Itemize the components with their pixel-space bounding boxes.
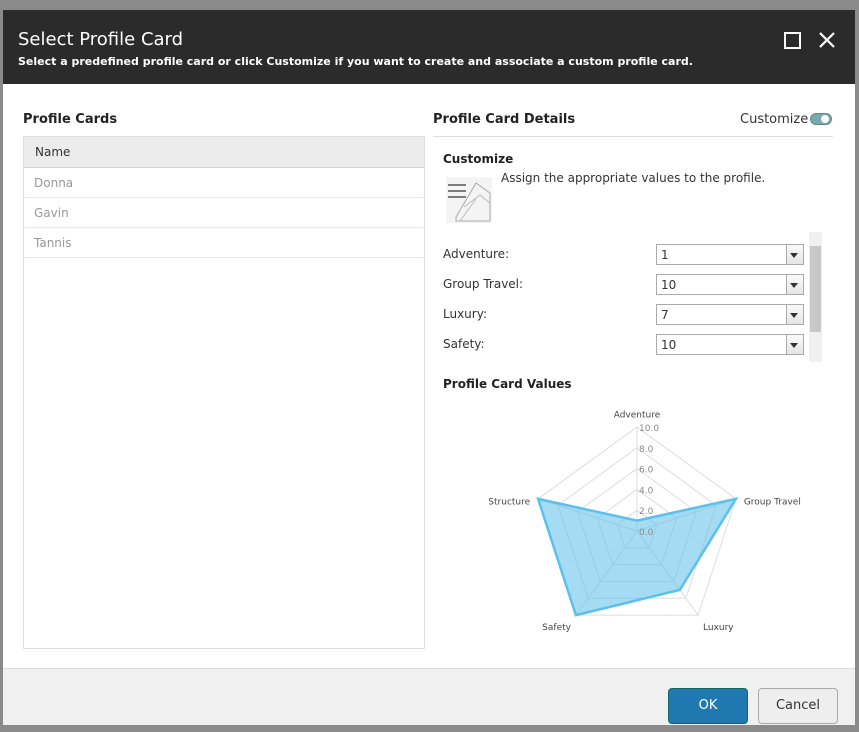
field-label: Safety: [443, 337, 485, 351]
r-tick-label: 8.0 [639, 445, 654, 455]
dropdown[interactable]: 1 [656, 244, 804, 265]
dropdown[interactable]: 10 [656, 274, 804, 295]
data-area [536, 497, 739, 617]
field-label: Adventure: [443, 247, 510, 261]
close-button[interactable] [818, 31, 836, 49]
description: Assign the appropriate values to the pro… [501, 171, 766, 185]
field-list: Adventure: 1 Group Travel: 10 Luxury: 7 Safety… [443, 232, 823, 362]
toggle-label: Customize [740, 112, 809, 127]
dialog-title: Select Profile Card [18, 29, 184, 50]
r-tick-label: 6.0 [639, 466, 654, 476]
dialog-header: Select Profile Card Select a predefined … [3, 10, 855, 84]
grid-ring [537, 426, 737, 616]
r-tick-label: 2.0 [639, 507, 654, 517]
divider [433, 136, 833, 137]
scrollbar[interactable] [809, 232, 822, 362]
dropdown[interactable]: 7 [656, 304, 804, 325]
dropdown-arrow [790, 283, 798, 288]
grid-row[interactable]: Donna [25, 169, 423, 198]
dialog-subtitle: Select a predefined profile card or clic… [18, 55, 693, 68]
dialog: Select Profile Card Select a predefined … [3, 10, 855, 725]
profile-icon [446, 177, 492, 223]
dropdown[interactable]: 10 [656, 334, 804, 355]
chart-title: Profile Card Values [443, 377, 572, 391]
dropdown-arrow [790, 313, 798, 318]
field-label: Group Travel: [443, 277, 524, 291]
axis-label: Structure [488, 497, 530, 507]
dialog-footer: OK Cancel [3, 668, 855, 725]
r-tick-label: 0.0 [639, 528, 654, 538]
toggle[interactable] [810, 113, 832, 125]
r-tick-label: 10.0 [639, 424, 659, 434]
axis-label: Luxury [703, 623, 734, 633]
column-header[interactable]: Name [24, 137, 424, 168]
radar-chart: 0.0 2.0 4.0 6.0 8.0 10.0 Adventure Group Travel… [488, 411, 801, 633]
profile-grid: Name Donna Gavin Tannis [23, 136, 425, 649]
field-label: Luxury: [443, 307, 487, 321]
r-tick-label: 4.0 [639, 486, 654, 496]
grid-row[interactable]: Gavin [25, 199, 423, 228]
dropdown-arrow [790, 253, 798, 258]
axis-label: Safety [542, 623, 571, 633]
dropdown-arrow [790, 343, 798, 348]
cancel-button[interactable]: Cancel [758, 688, 838, 724]
axis-label: Group Travel [744, 497, 801, 507]
axis-label: Adventure [614, 411, 661, 421]
grid-row[interactable]: Tannis [25, 229, 423, 258]
ok-button[interactable]: OK [668, 688, 748, 724]
section-heading: Customize [443, 152, 514, 166]
panel-heading: Profile Card Details [433, 112, 576, 127]
maximize-button[interactable] [784, 32, 801, 49]
panel-heading: Profile Cards [23, 112, 118, 127]
